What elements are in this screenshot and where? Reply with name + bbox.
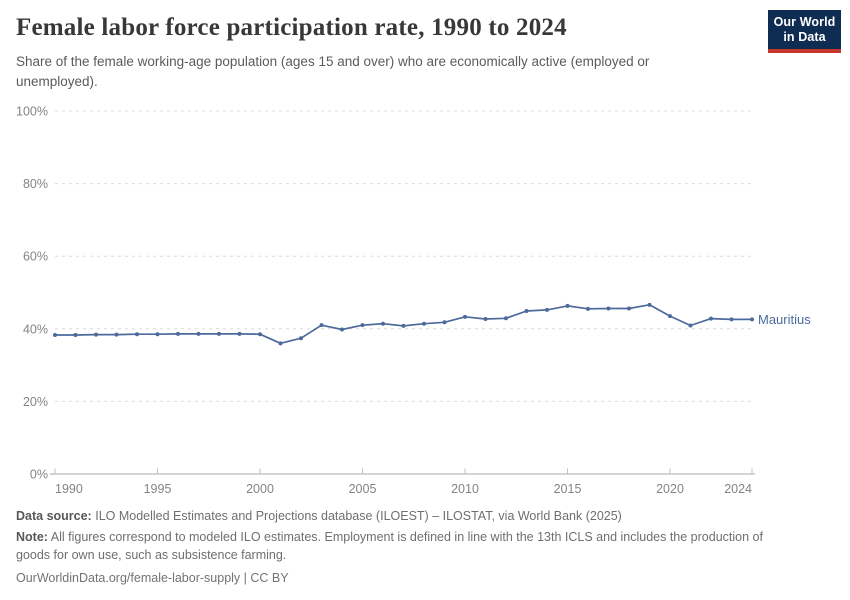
data-point[interactable] bbox=[586, 306, 590, 311]
chart-footer: Data source: ILO Modelled Estimates and … bbox=[16, 507, 800, 587]
y-tick-label: 80% bbox=[23, 177, 48, 191]
data-point[interactable] bbox=[688, 323, 693, 328]
y-tick-label: 40% bbox=[23, 322, 48, 336]
data-point[interactable] bbox=[463, 314, 467, 319]
chart-subtitle: Share of the female working-age populati… bbox=[16, 54, 650, 89]
line-chart: 0% 20% 40% 60% 80% 100% 1990 1995 2000 2005 2010 20… bbox=[16, 105, 811, 497]
data-point[interactable] bbox=[319, 323, 324, 328]
data-point[interactable] bbox=[340, 327, 344, 332]
owid-logo-line2: in Data bbox=[783, 29, 826, 44]
y-tick-label: 20% bbox=[23, 395, 48, 409]
note-label: Note: bbox=[16, 530, 48, 544]
data-point[interactable] bbox=[627, 306, 631, 311]
data-point[interactable] bbox=[155, 332, 160, 337]
owid-logo-stripe bbox=[768, 49, 841, 53]
owid-logo[interactable]: Our World in Data bbox=[768, 10, 841, 53]
data-point[interactable] bbox=[647, 302, 652, 307]
data-point[interactable] bbox=[504, 316, 508, 321]
x-tick-label: 1990 bbox=[55, 482, 83, 496]
y-tick-label: 100% bbox=[16, 105, 48, 119]
data-point[interactable] bbox=[360, 323, 365, 328]
data-point[interactable] bbox=[258, 332, 262, 337]
data-point[interactable] bbox=[709, 316, 713, 321]
data-source-label: Data source: bbox=[16, 509, 92, 523]
data-point[interactable] bbox=[606, 306, 611, 311]
data-point[interactable] bbox=[401, 323, 406, 328]
owid-logo-line1: Our World bbox=[773, 14, 836, 29]
x-tick-label: 2000 bbox=[246, 482, 274, 496]
note-text: All figures correspond to modeled ILO es… bbox=[16, 530, 763, 562]
data-point[interactable] bbox=[524, 309, 529, 314]
data-point[interactable] bbox=[565, 303, 570, 308]
y-tick-label: 0% bbox=[30, 468, 48, 482]
data-point[interactable] bbox=[750, 317, 754, 322]
y-tick-label: 60% bbox=[23, 250, 48, 264]
data-point[interactable] bbox=[237, 331, 242, 336]
x-tick-label: 2005 bbox=[349, 482, 377, 496]
x-tick-label: 2010 bbox=[451, 482, 479, 496]
data-point[interactable] bbox=[53, 332, 57, 337]
owid-logo-text: Our World in Data bbox=[768, 10, 841, 49]
data-point[interactable] bbox=[73, 332, 78, 337]
data-point[interactable] bbox=[545, 307, 549, 312]
data-point[interactable] bbox=[299, 336, 303, 341]
page-title: Female labor force participation rate, 1… bbox=[16, 14, 567, 41]
x-tick-label: 2015 bbox=[554, 482, 582, 496]
data-point[interactable] bbox=[483, 316, 488, 321]
data-point[interactable] bbox=[196, 331, 201, 336]
data-point[interactable] bbox=[381, 321, 385, 326]
note-line: Note: All figures correspond to modeled … bbox=[16, 528, 800, 564]
x-tick-label: 2020 bbox=[656, 482, 684, 496]
data-source-text: ILO Modelled Estimates and Projections d… bbox=[95, 509, 622, 523]
chart-plot-area: 0% 20% 40% 60% 80% 100% 1990 1995 2000 2005 2010 20… bbox=[0, 95, 850, 505]
data-point[interactable] bbox=[422, 321, 426, 326]
citation-link[interactable]: OurWorldinData.org/female-labor-supply |… bbox=[16, 571, 289, 585]
data-point[interactable] bbox=[176, 331, 180, 336]
x-tick-label: 1995 bbox=[144, 482, 172, 496]
data-point[interactable] bbox=[278, 341, 283, 346]
data-source-line: Data source: ILO Modelled Estimates and … bbox=[16, 507, 800, 525]
series-label-mauritius[interactable]: Mauritius bbox=[758, 312, 811, 327]
data-point[interactable] bbox=[114, 332, 119, 337]
data-point[interactable] bbox=[442, 320, 447, 325]
x-tick-label: 2024 bbox=[724, 482, 752, 496]
data-point[interactable] bbox=[135, 332, 139, 337]
data-point[interactable] bbox=[217, 331, 221, 336]
data-point[interactable] bbox=[94, 332, 98, 337]
data-point[interactable] bbox=[729, 317, 734, 322]
data-point[interactable] bbox=[668, 314, 672, 319]
